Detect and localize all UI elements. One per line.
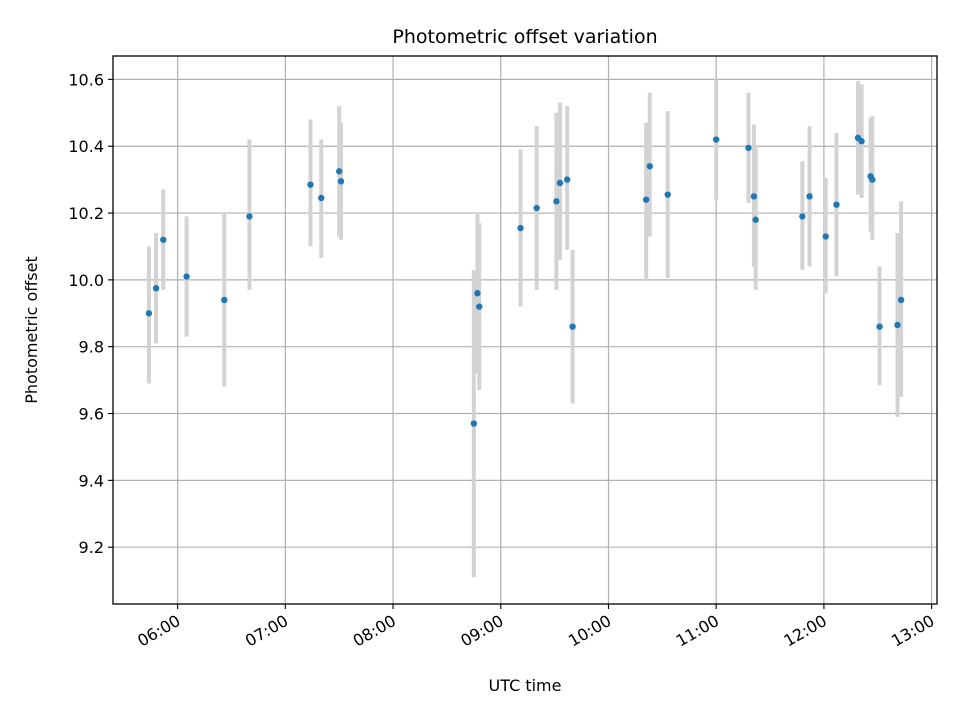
data-point: [869, 176, 876, 183]
plot-frame: [112, 55, 938, 605]
data-points: [145, 134, 905, 427]
data-point: [470, 420, 478, 427]
data-point: [556, 179, 564, 187]
y-tick-label: 9.4: [79, 471, 104, 490]
data-point: [745, 144, 752, 152]
data-point: [897, 296, 905, 304]
data-point: [476, 303, 483, 310]
grid: [113, 56, 937, 604]
data-point: [712, 136, 720, 143]
data-point: [563, 176, 571, 183]
data-point: [145, 310, 153, 317]
data-point: [806, 193, 813, 200]
data-point: [337, 178, 345, 185]
data-point: [160, 236, 167, 243]
chart-title: Photometric offset variation: [392, 26, 657, 48]
data-point: [517, 224, 524, 232]
y-tick-label: 10.6: [68, 70, 104, 89]
y-tick-label: 10.0: [68, 271, 104, 290]
data-point: [750, 193, 758, 200]
y-tick-label: 9.2: [79, 538, 104, 557]
data-point: [752, 216, 759, 223]
y-tick-label: 10.2: [68, 204, 104, 223]
data-point: [799, 213, 806, 220]
data-point: [822, 233, 829, 240]
data-point: [533, 204, 540, 212]
y-tick-label: 10.4: [68, 137, 104, 156]
y-tick-label: 9.8: [79, 338, 104, 357]
y-axis: 9.2 9.4 9.6 9.8 10.0 10.2 10.4 10.6: [68, 70, 113, 557]
y-tick-label: 9.6: [79, 405, 104, 424]
data-point: [246, 213, 253, 220]
data-point: [876, 323, 883, 330]
data-point: [335, 168, 343, 175]
data-point: [569, 323, 576, 330]
data-point: [894, 321, 901, 329]
data-point: [183, 273, 190, 280]
data-point: [318, 194, 325, 202]
data-point: [307, 181, 314, 188]
data-point: [833, 201, 840, 208]
data-point: [553, 198, 560, 205]
data-point: [642, 196, 650, 203]
data-point: [858, 138, 865, 145]
data-point: [152, 285, 160, 292]
data-point: [474, 290, 481, 297]
data-point: [646, 163, 653, 170]
data-point: [221, 296, 228, 304]
y-axis-title: Photometric offset: [22, 256, 41, 404]
x-axis-title: UTC time: [489, 676, 562, 695]
data-point: [664, 191, 671, 198]
